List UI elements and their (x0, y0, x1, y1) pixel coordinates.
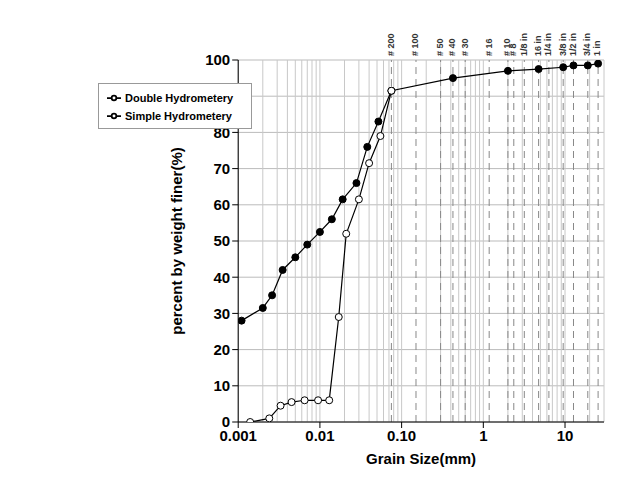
svg-text:percent by weight finer(%): percent by weight finer(%) (168, 147, 185, 335)
svg-text:3/8 in: 3/8 in (558, 33, 568, 56)
svg-text:# 200: # 200 (386, 33, 396, 56)
svg-text:100: 100 (205, 51, 230, 68)
svg-text:# 30: # 30 (460, 38, 470, 56)
svg-text:40: 40 (214, 269, 231, 286)
svg-text:16 in: 16 in (533, 35, 543, 56)
svg-text:1/8 in: 1/8 in (519, 33, 529, 56)
svg-text:80: 80 (214, 124, 231, 141)
svg-text:1/4 in: 1/4 in (543, 33, 553, 56)
svg-text:50: 50 (214, 232, 231, 249)
svg-text:Grain Size(mm): Grain Size(mm) (366, 450, 476, 467)
svg-text:10: 10 (557, 427, 574, 444)
svg-text:# 50: # 50 (435, 38, 445, 56)
svg-text:1: 1 (479, 427, 487, 444)
svg-text:# 40: # 40 (447, 38, 457, 56)
svg-text:0.01: 0.01 (305, 427, 334, 444)
svg-text:20: 20 (214, 341, 231, 358)
svg-text:1 in: 1 in (592, 40, 602, 56)
svg-text:90: 90 (214, 88, 231, 105)
svg-text:0.10: 0.10 (387, 427, 416, 444)
svg-text:# 16: # 16 (484, 38, 494, 56)
svg-text:# 8: # 8 (508, 43, 518, 56)
svg-text:10: 10 (214, 377, 231, 394)
svg-text:30: 30 (214, 305, 231, 322)
svg-text:70: 70 (214, 160, 231, 177)
svg-text:60: 60 (214, 196, 231, 213)
svg-text:3/4 in: 3/4 in (582, 33, 592, 56)
svg-text:1/2 in: 1/2 in (568, 33, 578, 56)
svg-text:# 100: # 100 (410, 33, 420, 56)
svg-text:0: 0 (222, 413, 230, 430)
